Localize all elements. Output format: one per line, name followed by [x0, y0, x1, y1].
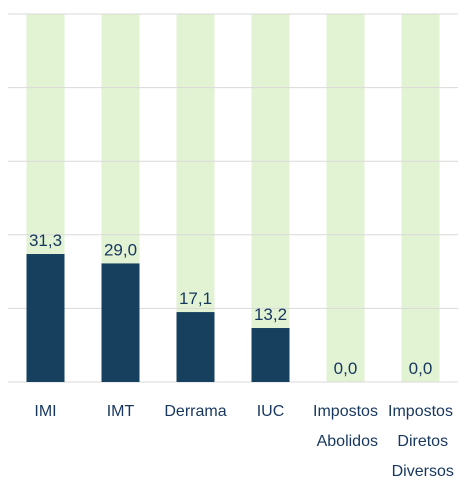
- bar: [251, 328, 290, 382]
- x-tick-label: Derrama: [164, 403, 226, 420]
- value-label: 13,2: [254, 305, 287, 324]
- x-tick-label: IMT: [107, 403, 135, 420]
- x-tick-label: Impostos Abolidos: [313, 403, 378, 450]
- bar: [176, 312, 215, 382]
- value-label: 0,0: [334, 359, 358, 378]
- value-label: 31,3: [29, 231, 62, 250]
- x-tick-label: IMI: [34, 403, 56, 420]
- bar: [26, 254, 65, 382]
- value-label: 29,0: [104, 240, 137, 259]
- x-tick-label: IUC: [257, 403, 285, 420]
- x-tick-label: Impostos Diretos Diversos: [387, 403, 454, 480]
- value-label: 0,0: [409, 359, 433, 378]
- bar: [101, 263, 140, 382]
- bar-background: [401, 14, 440, 382]
- value-label: 17,1: [179, 289, 212, 308]
- bar-background: [251, 14, 290, 382]
- bar-background: [326, 14, 365, 382]
